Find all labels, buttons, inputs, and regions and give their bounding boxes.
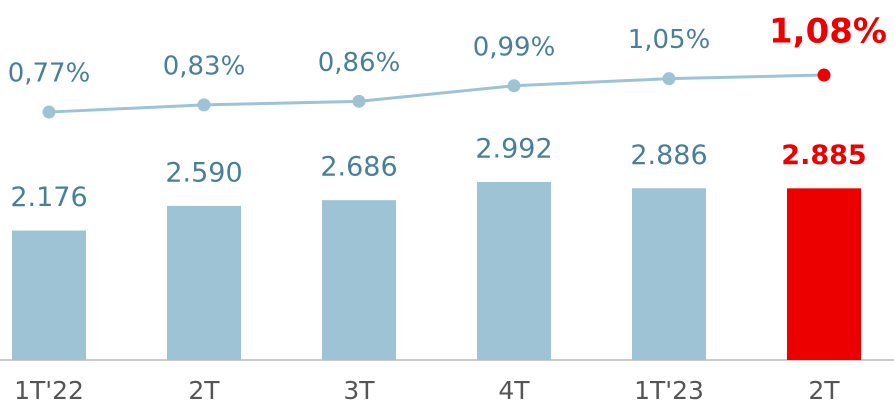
line-value-label: 0,99%	[473, 32, 556, 62]
line-point	[42, 105, 56, 119]
bar	[632, 188, 706, 360]
bar	[322, 200, 396, 360]
line-value-label: 0,86%	[318, 48, 401, 78]
line-value-label: 1,05%	[628, 25, 711, 55]
bar	[787, 188, 861, 360]
x-tick-label: 1T'22	[14, 376, 84, 405]
x-tick-label: 3T	[343, 376, 375, 405]
x-tick-label: 4T	[498, 376, 530, 405]
bar-value-label: 2.686	[320, 152, 397, 183]
line-point	[817, 68, 831, 82]
bar-value-label: 2.885	[781, 140, 866, 171]
x-tick-label: 1T'23	[634, 376, 704, 405]
line-value-label: 0,77%	[8, 59, 91, 89]
line-point	[352, 94, 366, 108]
bar-value-label: 2.590	[165, 157, 242, 188]
line-value-label: 1,08%	[769, 12, 887, 52]
bar	[477, 181, 551, 360]
line-point	[662, 72, 676, 86]
line-point	[197, 98, 211, 112]
bar	[12, 230, 86, 360]
line-point	[507, 79, 521, 93]
bar-value-label: 2.886	[630, 140, 707, 171]
bar-value-label: 2.176	[10, 182, 87, 213]
x-tick-label: 2T	[808, 376, 840, 405]
line	[48, 73, 825, 114]
bar-value-label: 2.992	[475, 133, 552, 164]
bar	[167, 205, 241, 360]
x-tick-label: 2T	[188, 376, 220, 405]
line-value-label: 0,83%	[163, 51, 246, 81]
